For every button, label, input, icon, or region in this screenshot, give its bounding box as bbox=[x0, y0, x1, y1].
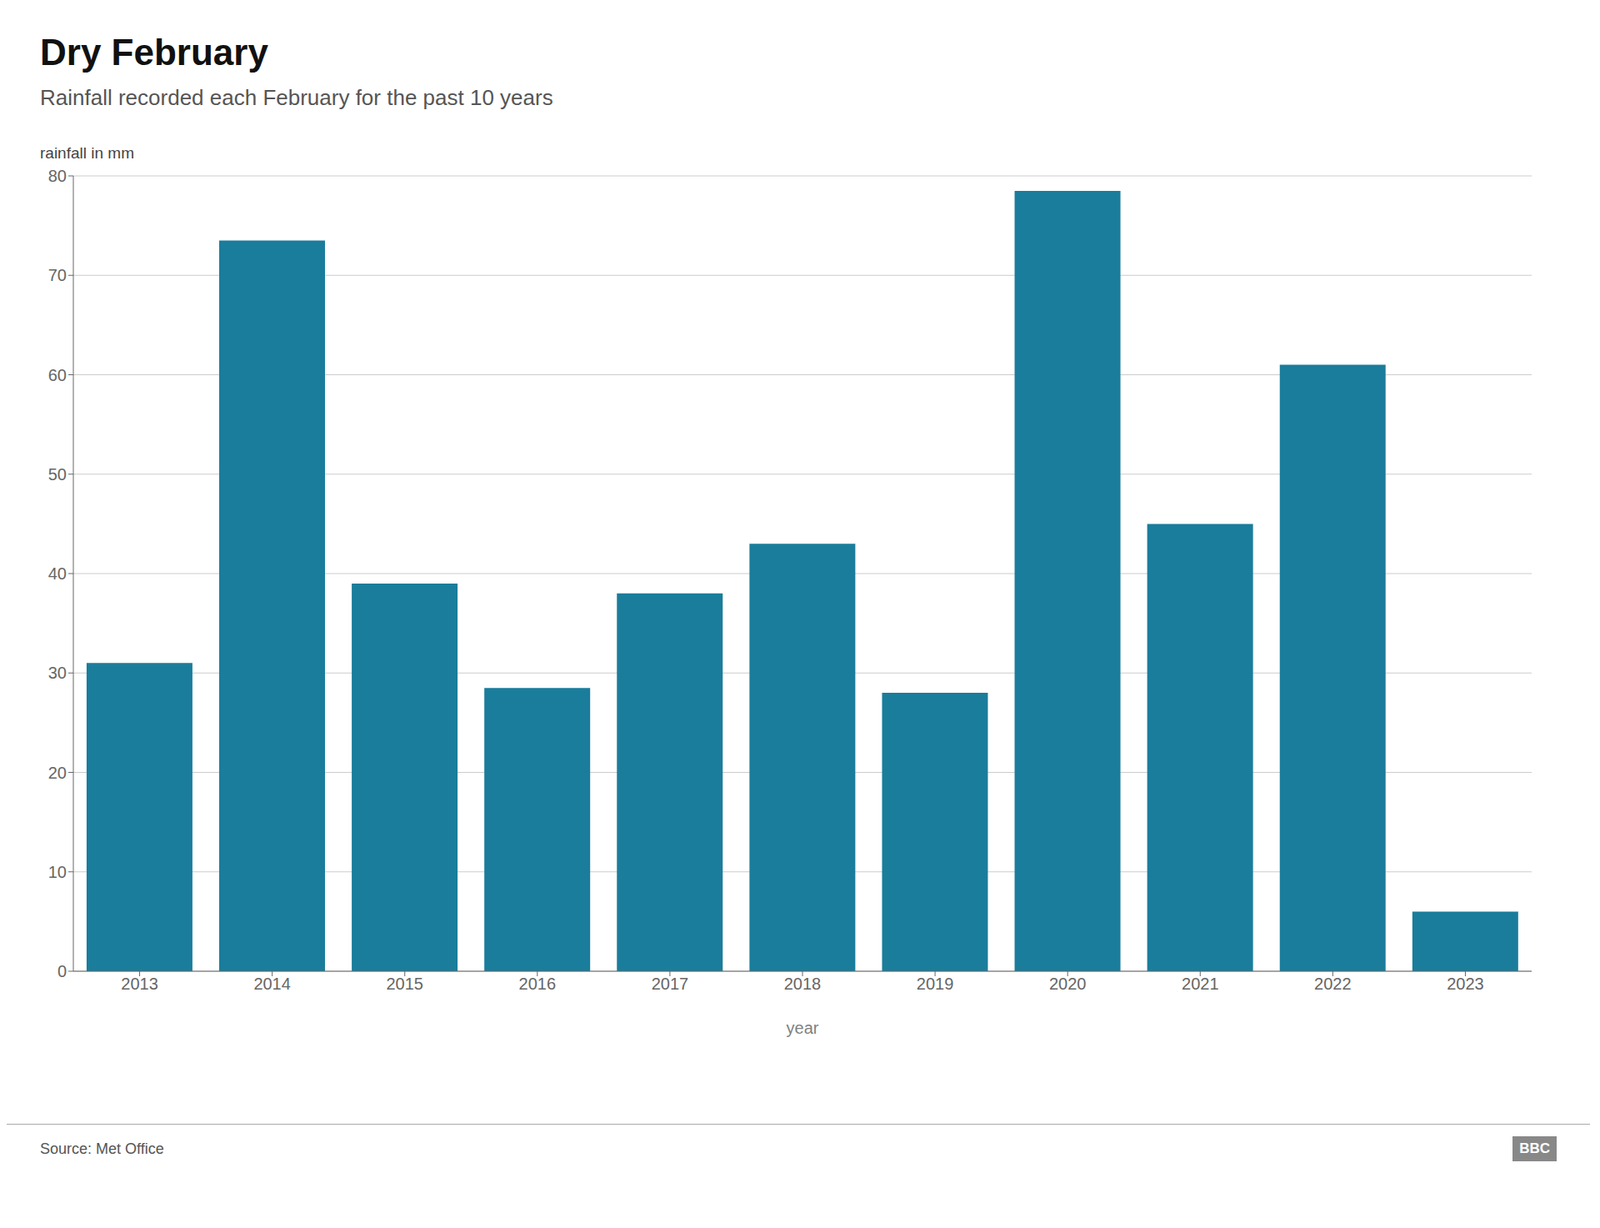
svg-text:2015: 2015 bbox=[385, 974, 424, 993]
svg-text:2017: 2017 bbox=[651, 974, 690, 993]
svg-text:40: 40 bbox=[48, 564, 67, 583]
svg-text:30: 30 bbox=[48, 663, 67, 682]
svg-text:60: 60 bbox=[48, 365, 67, 385]
svg-text:year: year bbox=[786, 1018, 820, 1037]
svg-text:80: 80 bbox=[48, 166, 67, 185]
html-text:rainfall in mm: rainfall in mm bbox=[40, 144, 135, 162]
svg-text:2023: 2023 bbox=[1446, 974, 1485, 993]
svg-text:2016: 2016 bbox=[519, 974, 557, 993]
svg-text:2021: 2021 bbox=[1181, 974, 1220, 993]
svg-text:50: 50 bbox=[48, 465, 67, 484]
html-text:BBC: BBC bbox=[1519, 1140, 1550, 1156]
svg-text:2019: 2019 bbox=[916, 974, 955, 993]
svg-text:2013: 2013 bbox=[120, 974, 159, 993]
html-text:Dry February: Dry February bbox=[40, 31, 269, 73]
svg-text:2022: 2022 bbox=[1314, 974, 1352, 993]
svg-text:10: 10 bbox=[48, 862, 67, 881]
svg-text:2014: 2014 bbox=[253, 974, 291, 993]
svg-text:2020: 2020 bbox=[1049, 974, 1087, 993]
svg-text:70: 70 bbox=[48, 265, 67, 285]
svg-text:20: 20 bbox=[48, 763, 67, 782]
html-text:Rainfall recorded each Februar: Rainfall recorded each February for the … bbox=[40, 85, 554, 110]
html-text:Source: Met Office: Source: Met Office bbox=[40, 1139, 164, 1157]
svg-text:0: 0 bbox=[57, 961, 67, 980]
svg-text:2018: 2018 bbox=[784, 974, 822, 993]
